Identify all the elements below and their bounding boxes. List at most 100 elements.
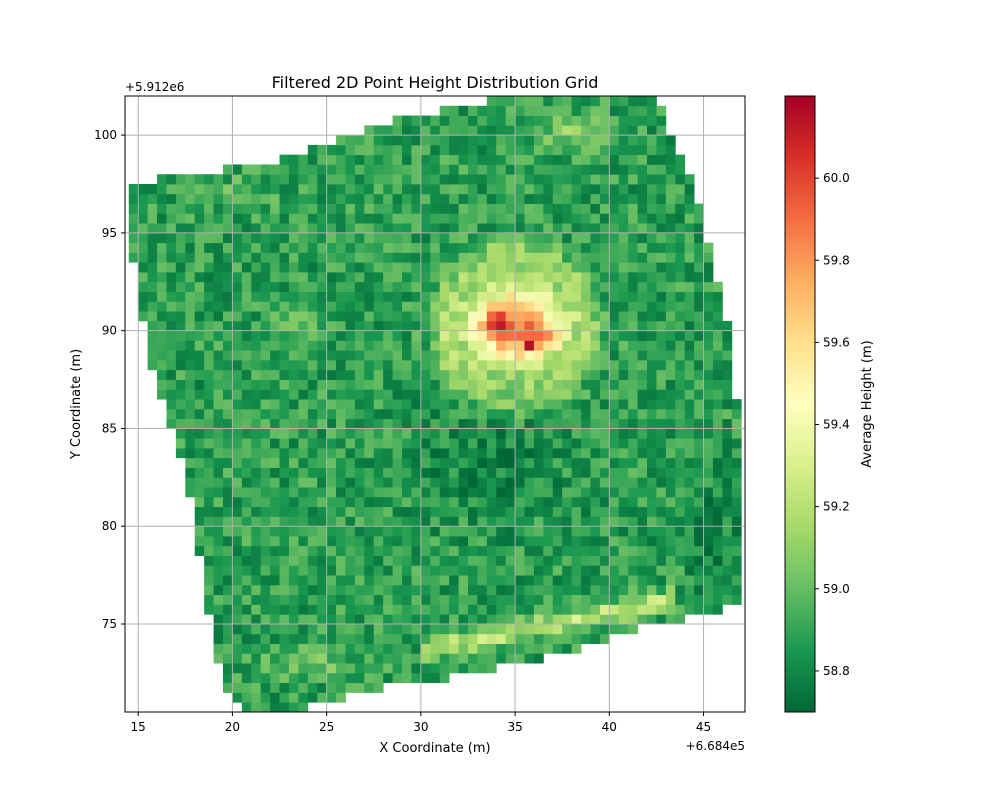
heatmap-cell [581,135,591,146]
heatmap-cell [241,692,252,703]
heatmap-cell [533,232,544,244]
heatmap-cell [515,125,525,136]
heatmap-cell [505,340,516,351]
heatmap-cell [260,633,271,644]
heatmap-cell [288,526,299,537]
heatmap-cell [486,291,497,302]
heatmap-cell [354,555,365,566]
heatmap-cell [279,643,290,654]
heatmap-cell [392,663,403,674]
heatmap-cell [222,262,233,273]
heatmap-cell [383,262,393,273]
heatmap-cell [552,526,563,537]
heatmap-cell [317,555,328,566]
heatmap-cell [684,320,695,332]
heatmap-cell [298,203,309,214]
heatmap-cell [524,340,535,351]
heatmap-cell [505,96,516,107]
heatmap-cell [260,692,271,703]
heatmap-cell [581,242,591,253]
heatmap-cell [364,291,375,302]
heatmap-cell [232,379,243,390]
heatmap-cell [486,281,497,292]
heatmap-cell [656,360,667,371]
heatmap-cell [420,154,431,165]
heatmap-cell [260,672,271,684]
heatmap-cell [345,252,356,263]
heatmap-cell [430,487,441,498]
heatmap-cell [138,213,149,224]
heatmap-cell [496,213,507,224]
heatmap-cell [373,301,384,312]
heatmap-cell [157,193,167,204]
heatmap-cell [562,272,573,283]
heatmap-cell [609,262,620,273]
heatmap-cell [204,232,214,244]
heatmap-cell [599,604,610,615]
heatmap-cell [656,594,667,605]
heatmap-cell [458,399,469,410]
heatmap-cell [307,262,318,273]
heatmap-cell [477,575,488,586]
heatmap-cell [590,604,601,615]
heatmap-cell [213,477,224,488]
heatmap-cell [628,379,638,390]
heatmap-cell [599,360,610,371]
heatmap-cell [326,418,337,429]
heatmap-cell [637,232,648,244]
heatmap-cell [505,389,516,400]
heatmap-cell [213,232,224,244]
heatmap-cell [373,506,384,517]
heatmap-cell [326,144,337,156]
heatmap-cell [307,320,318,332]
heatmap-cell [552,340,563,351]
heatmap-cell [656,213,667,224]
heatmap-cell [647,418,657,429]
heatmap-cell [618,252,629,263]
heatmap-cell [317,174,328,185]
heatmap-cell [270,555,280,566]
heatmap-cell [656,467,667,478]
heatmap-cell [486,614,497,625]
heatmap-cell [581,164,591,175]
heatmap-cell [279,223,290,234]
heatmap-cell [354,408,365,420]
heatmap-cell [533,340,544,351]
heatmap-cell [420,311,431,322]
heatmap-cell [345,301,356,312]
heatmap-cell [647,350,657,361]
heatmap-cell [420,272,431,283]
heatmap-cell [562,223,573,234]
heatmap-cell [260,594,271,605]
heatmap-cell [496,438,507,449]
heatmap-cell [618,487,629,498]
heatmap-cell [345,487,356,498]
heatmap-cell [722,506,733,517]
heatmap-cell [599,624,610,635]
heatmap-cell [383,614,393,625]
heatmap-cell [364,672,375,684]
heatmap-cell [222,311,233,322]
heatmap-cell [599,291,610,302]
heatmap-cell [241,643,252,654]
heatmap-cell [298,672,309,684]
heatmap-cell [486,467,497,478]
heatmap-cell [354,389,365,400]
heatmap-cell [656,164,667,175]
heatmap-cell [420,164,431,175]
heatmap-cell [213,526,224,537]
heatmap-cell [524,428,535,439]
heatmap-cell [411,448,422,459]
heatmap-cell [618,526,629,537]
heatmap-cell [270,594,280,605]
heatmap-cell [373,360,384,371]
heatmap-cell [571,144,582,156]
heatmap-cell [411,653,422,664]
heatmap-cell [675,555,686,566]
heatmap-cell [402,242,412,253]
heatmap-cell [392,242,403,253]
heatmap-cell [345,399,356,410]
heatmap-cell [467,614,478,625]
heatmap-cell [524,418,535,429]
heatmap-cell [175,242,186,253]
